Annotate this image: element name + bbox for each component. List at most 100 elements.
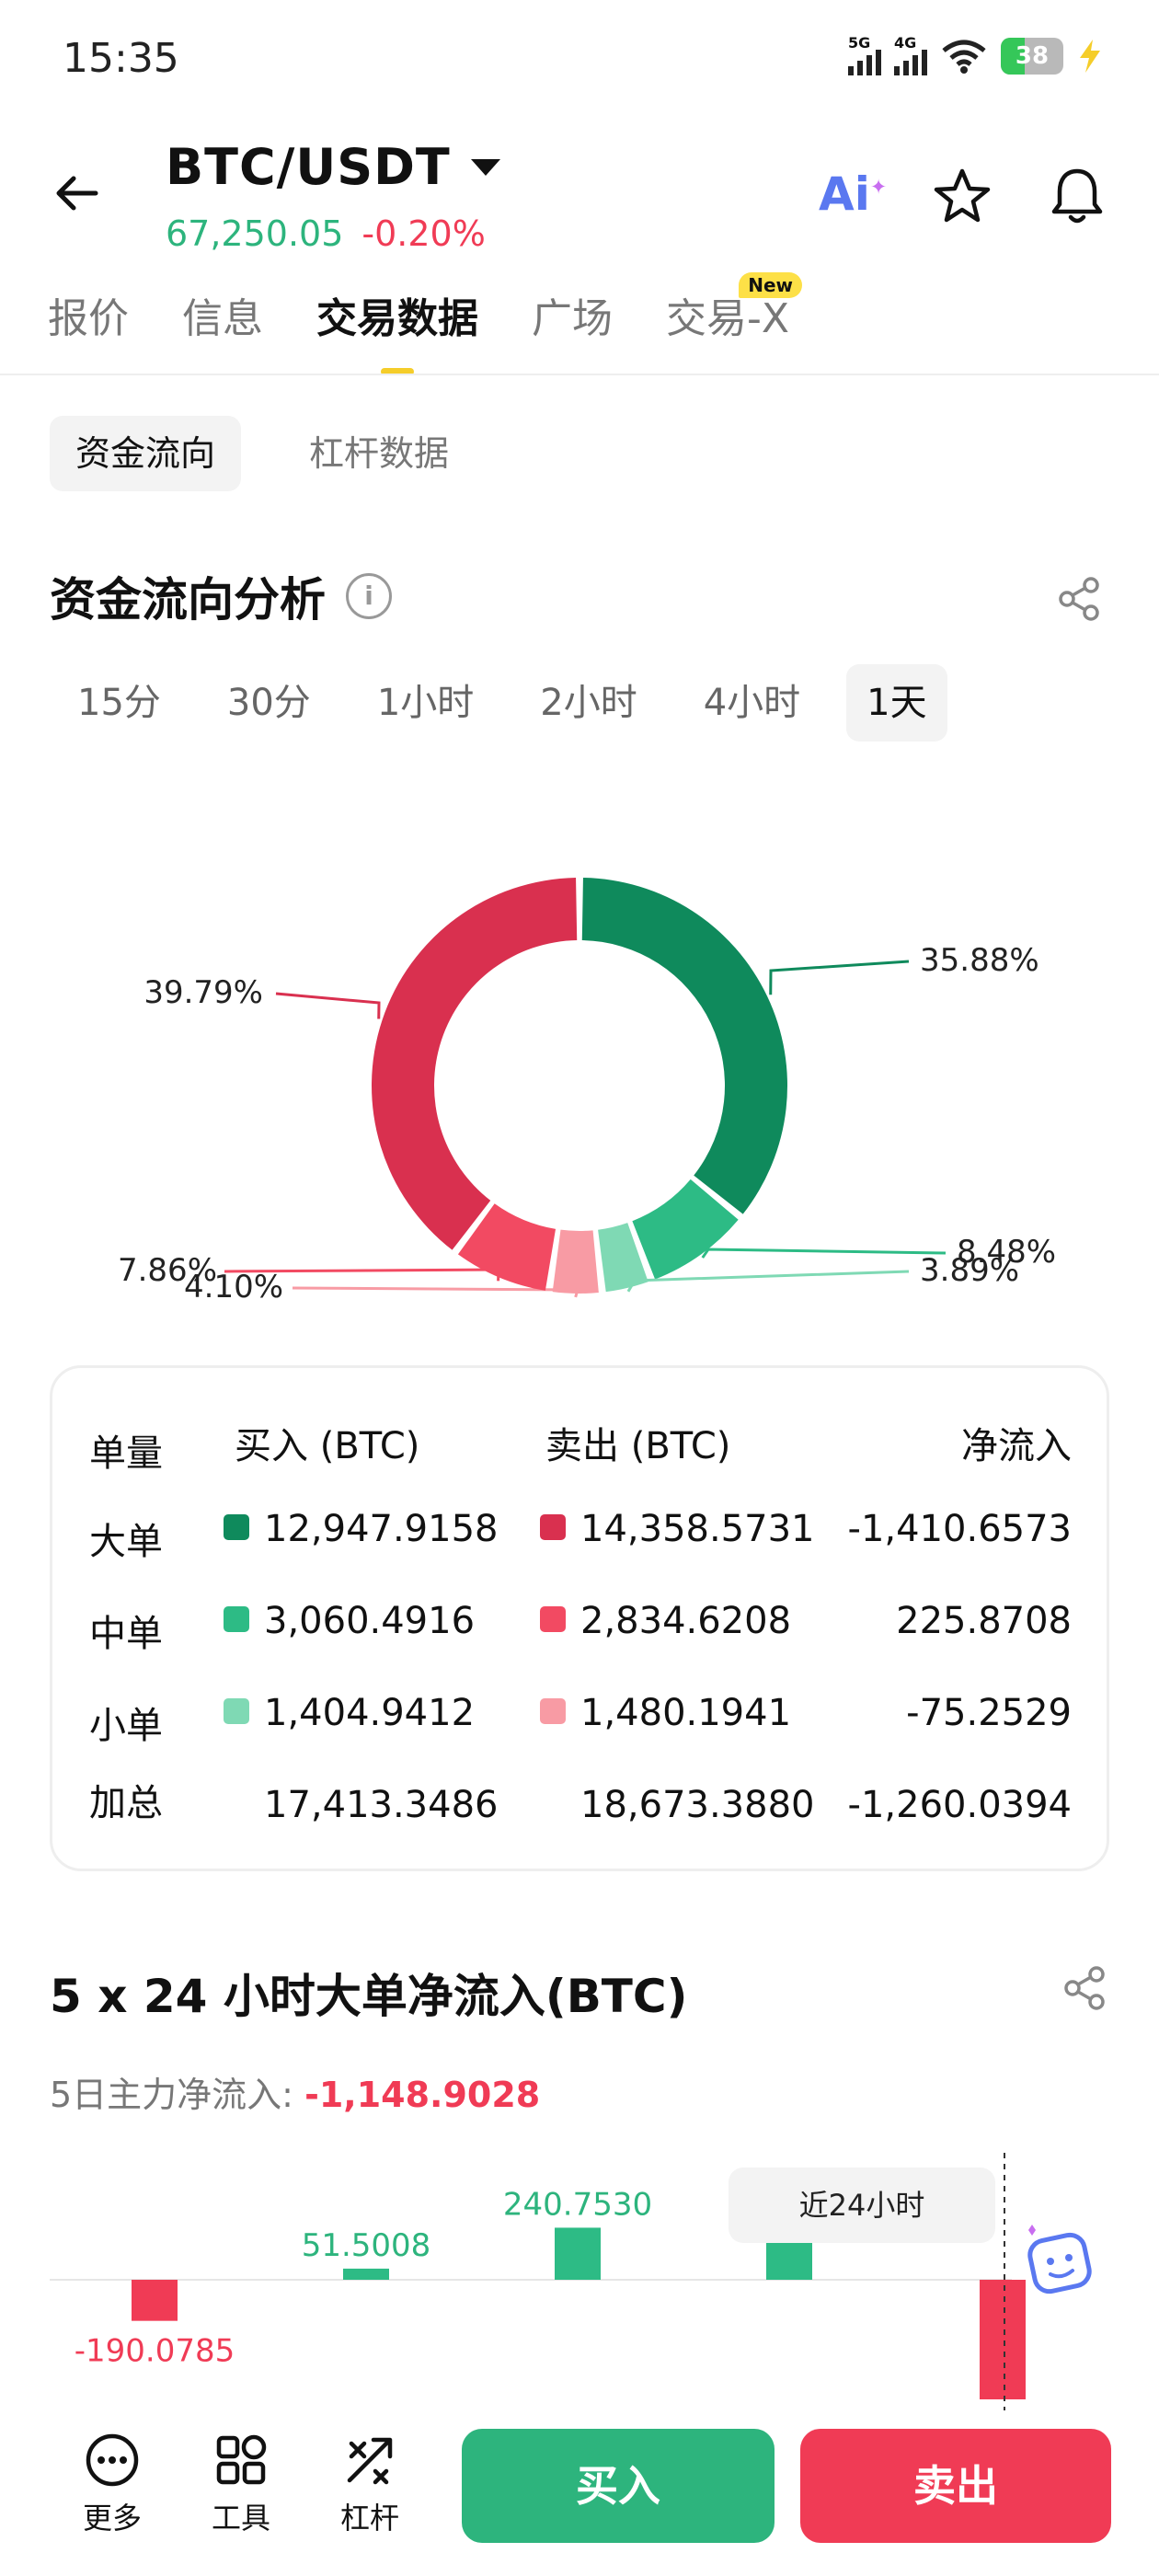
col-header-buy: 买入 (BTC) <box>235 1425 420 1467</box>
row-net-large: -1,410.6573 <box>847 1508 1072 1550</box>
tabs-divider <box>0 374 1159 375</box>
sell-button[interactable]: 卖出 <box>800 2429 1111 2543</box>
row-buy-medium: 3,060.4916 <box>224 1600 475 1642</box>
fund-flow-table: 单量 买入 (BTC) 卖出 (BTC) 净流入 大单 12,947.9158 … <box>50 1365 1109 1871</box>
leader-line <box>769 960 910 995</box>
period-4h[interactable]: 4小时 <box>703 682 801 724</box>
more-icon <box>86 2433 139 2487</box>
donut-slice <box>552 1229 599 1294</box>
fund-flow-donut-chart: 35.88% 8.48%3.89% 4.10%7.86% 39.79% <box>118 878 1056 1305</box>
donut-slice-label: 3.89% <box>920 1252 1019 1289</box>
bell-icon[interactable] <box>1045 164 1109 228</box>
share-icon[interactable] <box>1060 1963 1109 2013</box>
assistant-robot-icon[interactable] <box>1019 2221 1100 2302</box>
back-arrow-icon[interactable] <box>50 166 105 221</box>
row-sell-large: 14,358.5731 <box>540 1508 814 1550</box>
five-day-net-inflow: 5日主力净流入: -1,148.9028 <box>50 2075 541 2115</box>
subtab-fund-flow[interactable]: 资金流向 <box>50 416 242 491</box>
col-header-size: 单量 <box>89 1432 163 1475</box>
row-buy-large: 12,947.9158 <box>224 1508 498 1550</box>
subtab-leverage-data[interactable]: 杠杆数据 <box>309 433 450 474</box>
price-change: -0.20% <box>361 213 486 254</box>
share-icon[interactable] <box>1054 574 1104 624</box>
donut-slice-label: 4.10% <box>184 1269 283 1305</box>
net-inflow-bar <box>343 2268 389 2280</box>
row-sell-medium: 2,834.6208 <box>540 1600 791 1642</box>
period-selector: 15分 30分 1小时 2小时 4小时 1天 <box>57 664 973 742</box>
charging-icon <box>1080 40 1100 73</box>
donut-slice <box>371 878 578 1250</box>
legend-swatch <box>224 1514 249 1540</box>
tab-quote[interactable]: 报价 <box>48 295 129 342</box>
bar-value-label: 51.5008 <box>302 2227 431 2264</box>
price-line: 67,250.05 -0.20% <box>166 213 486 254</box>
row-name-medium: 中单 <box>89 1613 163 1655</box>
main-tabs: 报价 信息 交易数据 广场 交易-X New <box>48 272 803 375</box>
row-buy-small: 1,404.9412 <box>224 1692 475 1734</box>
leader-line <box>292 1286 580 1298</box>
leverage-button[interactable]: 杠杆 <box>324 2431 416 2537</box>
donut-slice-label: 8.48% <box>957 1234 1056 1271</box>
legend-swatch <box>224 1606 249 1632</box>
ai-button[interactable]: Ai✦ <box>819 167 888 221</box>
leader-line <box>701 1248 947 1259</box>
tab-trade-data[interactable]: 交易数据 <box>316 285 478 375</box>
tab-square[interactable]: 广场 <box>532 295 613 342</box>
new-badge: New <box>739 272 803 298</box>
leader-line <box>626 1270 910 1293</box>
buy-button[interactable]: 买入 <box>462 2429 775 2543</box>
donut-slice-label: 39.79% <box>143 974 263 1011</box>
status-time: 15:35 <box>63 35 179 82</box>
leader-line <box>224 1268 500 1282</box>
pair-name: BTC/USDT <box>166 138 451 196</box>
battery-icon: 38 <box>1001 38 1063 75</box>
row-sell-total: 18,673.3880 <box>580 1784 815 1826</box>
row-net-total: -1,260.0394 <box>847 1784 1072 1826</box>
legend-swatch <box>540 1514 566 1540</box>
star-icon[interactable] <box>931 166 993 228</box>
pair-selector[interactable]: BTC/USDT <box>166 138 500 196</box>
period-1d[interactable]: 1天 <box>846 664 947 742</box>
large-flow-title: 5 x 24 小时大单净流入(BTC) <box>50 1970 688 2023</box>
tools-icon <box>216 2434 267 2485</box>
tab-trade-x[interactable]: 交易-X New <box>666 272 803 344</box>
net-inflow-bar <box>980 2280 1026 2399</box>
col-header-sell: 卖出 (BTC) <box>545 1425 731 1467</box>
period-2h[interactable]: 2小时 <box>540 682 637 724</box>
legend-swatch <box>540 1698 566 1724</box>
leader-line <box>275 992 381 1019</box>
wifi-icon <box>942 40 986 74</box>
chart-tooltip: 近24小时 <box>729 2168 995 2243</box>
period-30m[interactable]: 30分 <box>226 682 311 724</box>
donut-slice <box>598 1223 648 1293</box>
tab-info[interactable]: 信息 <box>182 295 263 342</box>
donut-slice-label: 35.88% <box>920 942 1039 979</box>
donut-slice-label: 7.86% <box>118 1252 217 1289</box>
signal-5g-icon: 5G <box>848 36 881 75</box>
bar-value-label: 240.7530 <box>503 2186 652 2223</box>
period-1h[interactable]: 1小时 <box>376 682 475 724</box>
col-header-net: 净流入 <box>961 1425 1072 1467</box>
row-name-total: 加总 <box>89 1782 163 1824</box>
row-net-small: -75.2529 <box>906 1692 1072 1734</box>
row-name-large: 大单 <box>89 1521 163 1563</box>
legend-swatch <box>540 1606 566 1632</box>
tools-button[interactable]: 工具 <box>195 2431 287 2537</box>
row-name-small: 小单 <box>89 1705 163 1747</box>
leverage-icon <box>347 2437 393 2485</box>
legend-swatch <box>224 1698 249 1724</box>
last-price: 67,250.05 <box>166 213 344 254</box>
fund-flow-title: 资金流向分析 i <box>50 563 392 629</box>
period-15m[interactable]: 15分 <box>77 682 161 724</box>
donut-slice <box>581 878 787 1214</box>
donut-slice <box>632 1179 739 1280</box>
caret-down-icon <box>470 158 500 176</box>
info-icon[interactable]: i <box>346 573 392 619</box>
row-sell-small: 1,480.1941 <box>540 1692 791 1734</box>
signal-4g-icon: 4G <box>894 36 927 75</box>
more-button[interactable]: 更多 <box>66 2431 158 2537</box>
row-buy-total: 17,413.3486 <box>264 1784 499 1826</box>
row-net-medium: 225.8708 <box>896 1600 1072 1642</box>
net-inflow-bar <box>555 2227 601 2280</box>
status-icons: 5G 4G 38 <box>848 36 1104 75</box>
